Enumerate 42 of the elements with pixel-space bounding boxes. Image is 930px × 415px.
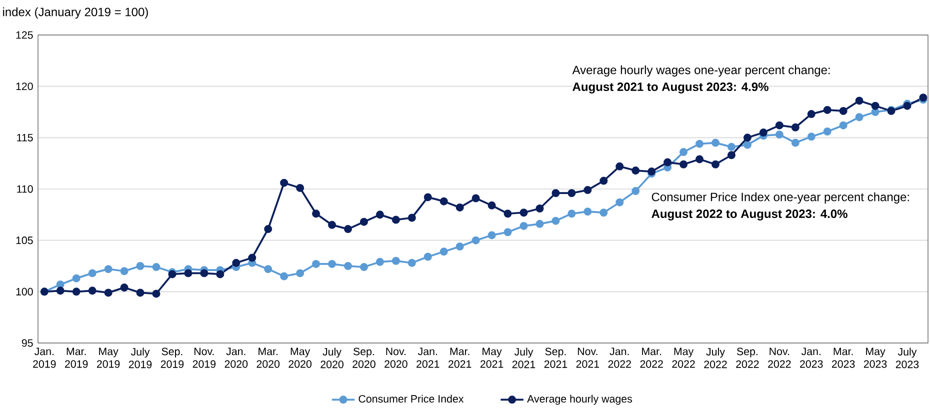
x-tick-label: Mar. 2023 — [832, 348, 855, 368]
x-tick-label: July 2023 — [896, 348, 919, 368]
x-tick-label: Mar. 2021 — [448, 348, 472, 368]
y-tick-label: 115 — [17, 134, 33, 142]
x-tick-label: Sep. 2020 — [352, 348, 376, 368]
y-tick-label: 100 — [16, 288, 33, 296]
x-tick-label: May 2021 — [480, 348, 504, 368]
x-tick-label: Nov. 2019 — [192, 348, 216, 368]
x-tick-label: Nov. 2020 — [384, 348, 408, 368]
x-tick-label: Jan. 2022 — [608, 348, 631, 368]
x-tick-label: Sep. 2019 — [160, 348, 184, 368]
legend-label: Average hourly wages — [527, 394, 632, 405]
x-tick-label: May 2023 — [864, 348, 887, 368]
x-tick-label: Jan. 2019 — [33, 348, 56, 368]
annotation: August 2022 to August 2023: 4.0% — [652, 210, 848, 220]
x-tick-label: Jan. 2023 — [800, 348, 823, 368]
y-tick-label: 105 — [16, 236, 33, 244]
x-tick-label: Mar. 2020 — [256, 348, 280, 368]
x-tick-label: July 2022 — [704, 348, 727, 368]
x-tick-label: Sep. 2021 — [544, 348, 568, 368]
y-tick-label: 120 — [16, 82, 33, 90]
x-tick-label: Mar. 2022 — [640, 348, 663, 368]
x-tick-label: May 2019 — [96, 348, 120, 368]
x-tick-label: May 2022 — [672, 348, 695, 368]
x-tick-label: July 2020 — [320, 348, 344, 368]
annotation: Average hourly wages one-year percent change: — [572, 65, 830, 77]
legend-label: Consumer Price Index — [358, 394, 464, 403]
x-tick-label: Nov. 2021 — [576, 348, 600, 368]
x-tick-label: May 2020 — [288, 348, 312, 368]
annotation: August 2021 to August 2023: 4.9% — [572, 82, 768, 94]
x-tick-label: July 2021 — [512, 348, 536, 368]
x-tick-label: Nov. 2022 — [768, 348, 791, 368]
x-tick-label: Sep. 2022 — [736, 348, 759, 368]
y-tick-label: 95 — [22, 339, 33, 347]
x-tick-label: Jan. 2020 — [224, 348, 248, 368]
annotation: Consumer Price Index one-year percent change: — [652, 192, 909, 204]
x-tick-label: July 2019 — [128, 348, 152, 368]
y-axis-title: index (January 2019 = 100) — [3, 7, 148, 19]
x-tick-label: Mar. 2019 — [65, 348, 88, 368]
y-tick-label: 125 — [16, 31, 33, 39]
y-tick-label: 110 — [17, 185, 33, 193]
x-tick-label: Jan. 2021 — [416, 348, 440, 368]
